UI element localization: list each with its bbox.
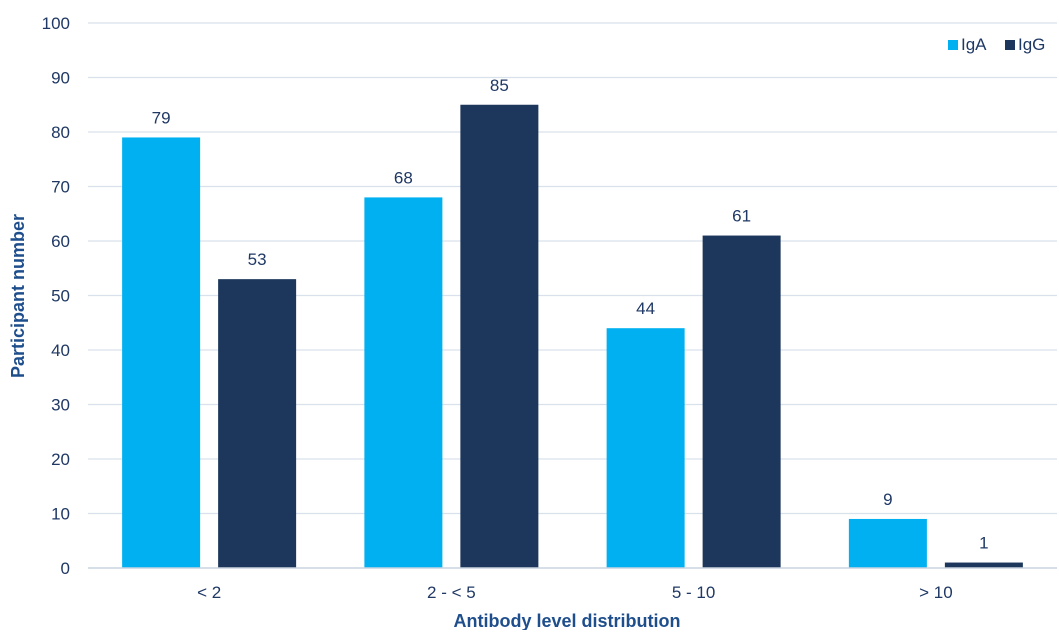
data-label-igg-3: 1 bbox=[979, 534, 988, 553]
data-label-igg-0: 53 bbox=[248, 250, 267, 269]
bar-igg-2 bbox=[702, 235, 781, 569]
data-labels: 79 53 68 85 44 61 9 1 bbox=[152, 76, 989, 553]
y-tick-label: 100 bbox=[42, 14, 70, 33]
data-label-igg-1: 85 bbox=[490, 76, 509, 95]
bar-igg-0 bbox=[218, 279, 297, 568]
data-label-igg-2: 61 bbox=[732, 207, 751, 226]
legend-swatch-iga bbox=[948, 40, 958, 50]
x-axis-title: Antibody level distribution bbox=[453, 611, 680, 630]
y-tick-label: 30 bbox=[51, 396, 70, 415]
legend-swatch-igg bbox=[1005, 40, 1015, 50]
legend-label-igg: IgG bbox=[1018, 35, 1045, 54]
y-tick-label: 60 bbox=[51, 232, 70, 251]
legend-label-iga: IgA bbox=[961, 35, 987, 54]
bar-iga-3 bbox=[848, 518, 927, 568]
data-label-iga-2: 44 bbox=[636, 299, 655, 318]
x-tick-label: < 2 bbox=[197, 583, 221, 602]
x-axis-ticks: < 2 2 - < 5 5 - 10 > 10 bbox=[197, 583, 953, 602]
data-label-iga-0: 79 bbox=[152, 108, 171, 127]
y-tick-label: 0 bbox=[61, 559, 70, 578]
y-tick-label: 80 bbox=[51, 123, 70, 142]
x-tick-label: > 10 bbox=[919, 583, 953, 602]
bar-igg-3 bbox=[944, 562, 1023, 568]
y-tick-label: 40 bbox=[51, 341, 70, 360]
y-axis-title: Participant number bbox=[8, 214, 28, 378]
bar-iga-1 bbox=[364, 197, 443, 568]
x-tick-label: 2 - < 5 bbox=[427, 583, 476, 602]
y-axis-ticks: 0 10 20 30 40 50 60 70 80 90 100 bbox=[42, 14, 70, 578]
y-tick-label: 20 bbox=[51, 450, 70, 469]
legend: IgA IgG bbox=[948, 35, 1045, 54]
y-tick-label: 10 bbox=[51, 505, 70, 524]
bar-iga-0 bbox=[122, 137, 201, 568]
y-tick-label: 50 bbox=[51, 287, 70, 306]
y-tick-label: 90 bbox=[51, 69, 70, 88]
y-tick-label: 70 bbox=[51, 178, 70, 197]
bar-igg-1 bbox=[460, 104, 539, 568]
bar-iga-2 bbox=[606, 328, 685, 568]
bars bbox=[122, 104, 1023, 569]
data-label-iga-1: 68 bbox=[394, 168, 413, 187]
x-tick-label: 5 - 10 bbox=[672, 583, 715, 602]
data-label-iga-3: 9 bbox=[883, 490, 892, 509]
